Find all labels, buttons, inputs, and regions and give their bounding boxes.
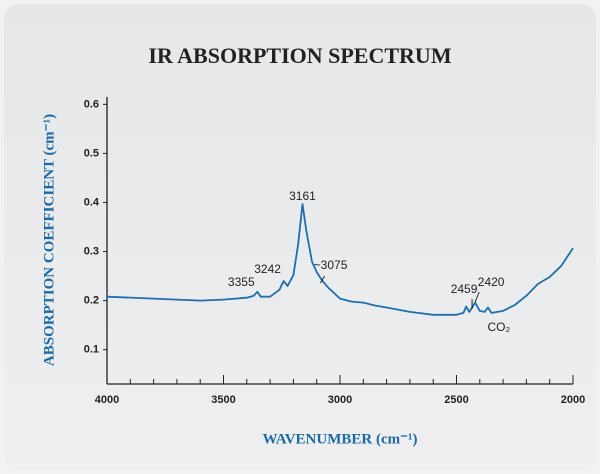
annotation: 3161 [289, 189, 316, 203]
annotation: 2459 [451, 282, 478, 296]
x-tick-label: 2500 [444, 394, 468, 406]
x-tick-label: 3500 [211, 394, 235, 406]
annotation: ~3075 [314, 258, 348, 272]
x-axis-label: WAVENUMBER (cm⁻¹) [262, 431, 417, 447]
y-axis-label: ABSORPTION COEFFICIENT (cm⁻¹) [41, 114, 57, 366]
annotation: 3242 [254, 262, 281, 276]
y-tick-label: 0.4 [84, 196, 100, 208]
annotation: 3355 [228, 275, 255, 289]
y-tick-label: 0.2 [84, 295, 99, 307]
x-tick-label: 2000 [561, 394, 585, 406]
annotation-leader [320, 275, 325, 284]
card [4, 4, 596, 470]
x-tick-label: 3000 [328, 394, 352, 406]
y-tick-label: 0.5 [84, 147, 99, 159]
y-tick-label: 0.1 [84, 344, 99, 356]
chart-title: IR ABSORPTION SPECTRUM [148, 43, 451, 68]
annotation: 2420 [478, 275, 505, 289]
y-tick-label: 0.3 [84, 245, 99, 257]
spectrum-line [106, 203, 574, 316]
x-tick-label: 4000 [95, 394, 119, 406]
annotation-leader [474, 291, 480, 303]
annotation: CO₂ [487, 320, 510, 334]
y-tick-label: 0.6 [84, 98, 99, 110]
